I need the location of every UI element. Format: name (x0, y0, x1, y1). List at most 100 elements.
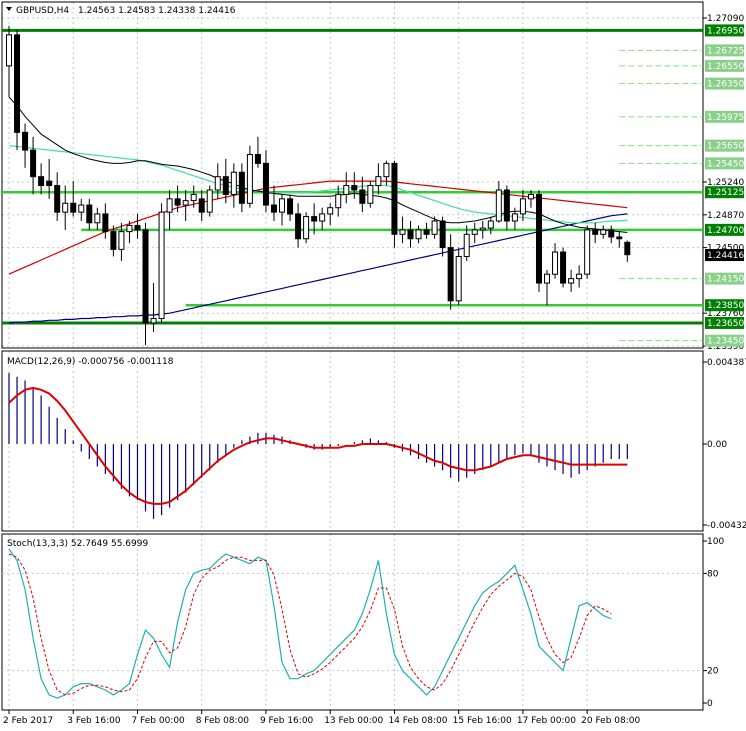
level-price-tag-label: 1.23450 (707, 337, 744, 347)
candle (375, 163, 382, 195)
time-tick-label: 9 Feb 16:00 (260, 716, 314, 726)
candle-body (383, 162, 390, 178)
candle (94, 207, 101, 230)
current-price-tag (705, 249, 744, 262)
candle-body (38, 176, 45, 187)
candle-body (134, 224, 141, 231)
candle-body (471, 229, 478, 235)
level-price-tag-label: 1.26550 (707, 62, 744, 72)
candle (503, 185, 510, 230)
candle-body (262, 162, 269, 206)
candle-body (158, 211, 165, 320)
candle-body (535, 193, 542, 284)
candle (624, 240, 631, 262)
candle-body (423, 229, 430, 235)
level-price-tag (705, 24, 744, 37)
candle-body (359, 189, 366, 204)
time-tick-label: 20 Feb 08:00 (581, 716, 640, 726)
candle (311, 203, 318, 235)
macd-marks (8, 372, 628, 519)
candle-body (238, 171, 245, 204)
stoch-pane-frame (1, 533, 704, 711)
candle-body (479, 227, 486, 231)
level-price-tag (705, 186, 744, 199)
candle (608, 225, 615, 244)
candle-body (254, 154, 261, 164)
candle (511, 207, 518, 230)
ma-long-line (8, 213, 628, 324)
time-tick-label: 8 Feb 08:00 (196, 716, 250, 726)
time-tick-label: 2 Feb 2017 (3, 716, 53, 726)
candle (535, 189, 542, 292)
candle (134, 213, 141, 239)
candle (110, 225, 117, 257)
stoch-tick-label: 0 (707, 699, 713, 709)
candle-body (527, 193, 534, 200)
price-pane[interactable]: GBPUSD,H4 1.24563 1.24583 1.24338 1.2441… (1, 1, 704, 349)
candle (391, 160, 398, 248)
candle (616, 231, 623, 248)
candle (592, 222, 599, 244)
candle-body (182, 200, 189, 206)
candle (287, 194, 294, 222)
level-price-tag (705, 139, 744, 152)
candle-body (54, 185, 61, 213)
candle-body (190, 193, 197, 202)
candle (166, 189, 173, 230)
candle-body (584, 229, 591, 275)
ohlc-label: 1.24563 1.24583 1.24338 1.24416 (78, 6, 236, 16)
candle-body (568, 278, 575, 284)
candle-body (391, 162, 398, 235)
candle (262, 150, 269, 213)
candle-body (375, 176, 382, 187)
macd-label: MACD(12,26,9) -0.000756 -0.001118 (7, 357, 174, 367)
candle-body (222, 176, 229, 195)
candle (568, 269, 575, 292)
candle-body (351, 185, 358, 191)
level-price-tag-label: 1.26725 (707, 46, 744, 56)
time-tick-label: 14 Feb 08:00 (388, 716, 447, 726)
price-pane-frame (1, 1, 704, 349)
candle-body (415, 229, 422, 240)
candle-body (14, 34, 21, 133)
candle-body (126, 224, 133, 233)
candle-body (407, 229, 414, 240)
stoch-pane[interactable]: Stoch(13,3,3) 52.7649 55.6999 (1, 533, 704, 711)
candle-body (30, 149, 37, 178)
candle (560, 247, 567, 288)
candle-body (78, 204, 85, 213)
candle (14, 30, 21, 151)
candle (102, 203, 109, 239)
candle-body (487, 220, 494, 229)
candle (431, 216, 438, 239)
candle-body (447, 247, 454, 302)
level-price-tag-label: 1.24150 (707, 275, 744, 285)
candle-body (110, 231, 117, 250)
level-price-tag (705, 77, 744, 90)
candle (230, 163, 237, 208)
level-price-tag-label: 1.25650 (707, 142, 744, 152)
candle-body (616, 236, 623, 240)
candle-body (174, 198, 181, 206)
candle-body (118, 231, 125, 250)
level-price-tag-label: 1.25450 (707, 159, 744, 169)
candle (118, 222, 125, 261)
candle-body (367, 185, 374, 204)
candle (359, 176, 366, 213)
candle (279, 194, 286, 226)
candle-body (544, 273, 551, 284)
candle (86, 198, 93, 230)
macd-pane[interactable]: MACD(12,26,9) -0.000756 -0.001118 (1, 350, 704, 532)
candle-body (335, 193, 342, 209)
price-tick-label: 1.23760 (707, 309, 744, 319)
candle-body (503, 189, 510, 222)
candle (222, 158, 229, 204)
candle-body (399, 229, 406, 235)
level-price-tag (705, 157, 744, 170)
candle (30, 136, 37, 195)
candle-body (624, 241, 631, 256)
candle (584, 225, 591, 279)
candle-body (206, 189, 213, 213)
candle (6, 25, 12, 97)
